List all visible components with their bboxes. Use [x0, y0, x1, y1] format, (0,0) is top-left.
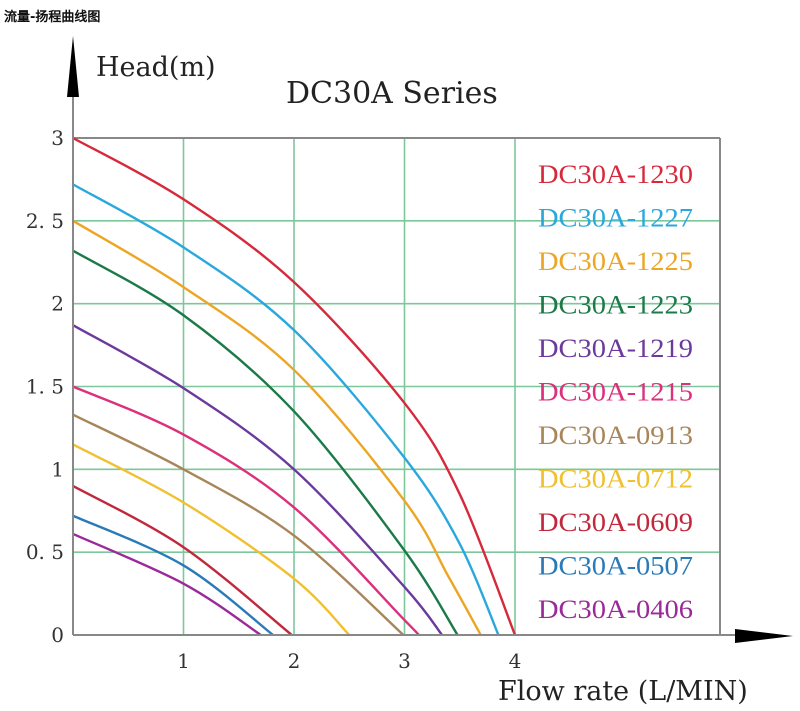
- y-tick-label: 0: [51, 623, 64, 647]
- y-axis-title: Head(m): [96, 52, 216, 83]
- y-tick-label: 1: [51, 457, 64, 481]
- y-axis-arrow-icon: [67, 36, 79, 97]
- grid: [73, 138, 720, 635]
- curve-dc30a-1219: [72, 324, 444, 636]
- curve-dc30a-1227: [72, 183, 500, 636]
- legend-item: DC30A-1227: [538, 204, 693, 233]
- legend-item: DC30A-1219: [538, 334, 693, 363]
- curve-dc30a-0507: [72, 514, 274, 636]
- x-tick-label: 4: [509, 649, 522, 673]
- page-heading: 流量-扬程曲线图: [4, 10, 101, 25]
- chart-title: DC30A Series: [286, 76, 498, 111]
- x-tick-label: 1: [177, 649, 190, 673]
- legend-item: DC30A-1225: [538, 247, 693, 276]
- legend-item: DC30A-0712: [538, 465, 693, 494]
- legend-item: DC30A-0507: [538, 552, 693, 581]
- curve-dc30a-0913: [72, 413, 405, 636]
- curves: [72, 136, 517, 636]
- legend-item: DC30A-0609: [538, 508, 693, 537]
- plot-frame: [73, 137, 721, 635]
- x-axis-title: Flow rate (L/MIN): [498, 676, 748, 707]
- axes: [67, 36, 793, 643]
- legend: DC30A-1230 DC30A-1227 DC30A-1225 DC30A-1223…: [538, 160, 693, 624]
- y-tick-label: 1. 5: [26, 375, 64, 399]
- x-tick-label: 3: [398, 649, 411, 673]
- y-tick-label: 3: [51, 126, 64, 150]
- legend-item: DC30A-1215: [538, 378, 693, 407]
- y-tick-label: 2. 5: [26, 209, 64, 233]
- y-tick-label: 2: [51, 292, 64, 316]
- curve-dc30a-1230: [72, 136, 517, 636]
- tick-labels: 0 0. 5 1 1. 5 2 2. 5 3 1 2 3 4: [26, 126, 522, 673]
- legend-item: DC30A-1230: [538, 160, 693, 189]
- curve-dc30a-1225: [72, 219, 482, 636]
- x-tick-label: 2: [288, 649, 301, 673]
- legend-item: DC30A-1223: [538, 291, 693, 320]
- curve-dc30a-0712: [72, 443, 351, 636]
- legend-item: DC30A-0406: [538, 595, 693, 624]
- x-axis-arrow-icon: [735, 629, 793, 643]
- curve-dc30a-0406: [72, 532, 262, 636]
- curve-dc30a-1215: [72, 385, 420, 636]
- curve-dc30a-0609: [72, 484, 293, 636]
- legend-item: DC30A-0913: [538, 421, 693, 450]
- y-tick-label: 0. 5: [26, 540, 64, 564]
- curve-dc30a-1223: [72, 249, 459, 636]
